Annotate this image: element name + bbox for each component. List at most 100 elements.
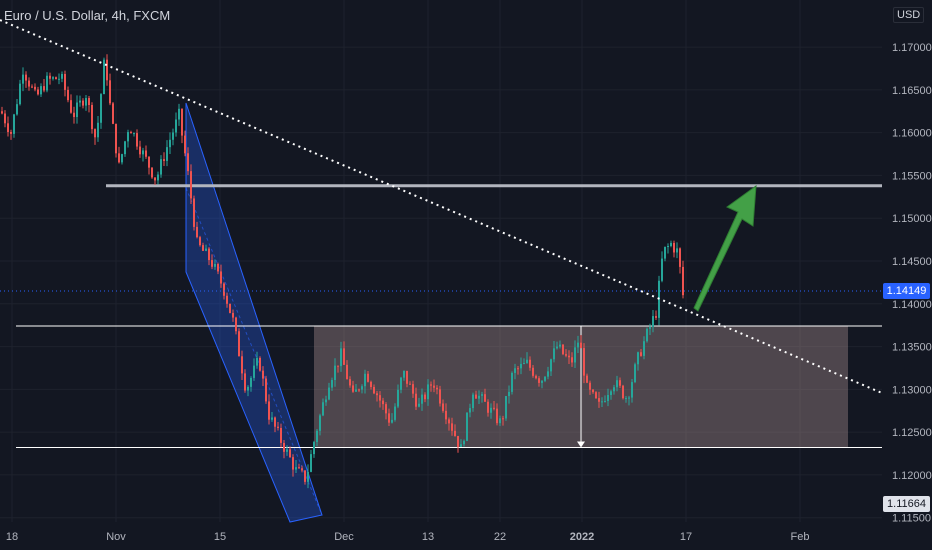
candle-body — [139, 146, 141, 155]
candle-body — [466, 412, 468, 441]
candle-body — [535, 375, 537, 379]
candle-body — [40, 86, 42, 95]
candle-body — [604, 401, 606, 403]
candle-body — [514, 368, 516, 373]
price-axis[interactable]: 1.17000 1.16500 1.16000 1.15500 1.15000 1.145… — [892, 42, 932, 525]
candle-body — [559, 344, 561, 347]
candle-body — [406, 370, 408, 384]
candle-body — [1, 111, 3, 114]
price-tick-label: 1.14000 — [892, 299, 932, 311]
candle-body — [520, 363, 522, 369]
candle-body — [373, 386, 375, 394]
candle-body — [484, 394, 486, 402]
descending-trendline — [0, 19, 883, 394]
candle-body — [334, 365, 336, 381]
candle-body — [91, 105, 93, 130]
candle-body — [511, 372, 513, 392]
candle-body — [550, 359, 552, 372]
candle-body — [442, 403, 444, 411]
candle-body — [277, 426, 279, 428]
candle-body — [37, 89, 39, 95]
candle-body — [478, 395, 480, 399]
candle-body — [493, 407, 495, 409]
candle-body — [556, 346, 558, 349]
candle-body — [10, 131, 12, 134]
price-tick-label: 1.14500 — [892, 256, 932, 268]
time-tick-label: 15 — [214, 531, 226, 543]
candle-body — [409, 383, 411, 385]
descending-channel — [185, 102, 323, 523]
candle-body — [202, 245, 204, 251]
candle-body — [46, 75, 48, 91]
candle-body — [64, 73, 66, 90]
candle-body — [28, 80, 30, 87]
candle-body — [289, 449, 291, 458]
candle-body — [400, 377, 402, 390]
candle-body — [631, 382, 633, 398]
candle-body — [112, 103, 114, 124]
candle-body — [388, 413, 390, 423]
price-tick-label: 1.11500 — [892, 513, 931, 525]
candle-body — [385, 404, 387, 414]
candle-body — [412, 384, 414, 394]
candle-body — [397, 389, 399, 407]
candle-body — [625, 398, 627, 400]
candle-body — [250, 377, 252, 387]
candle-body — [181, 108, 183, 136]
candle-body — [607, 394, 609, 402]
candle-body — [247, 386, 249, 391]
candle-body — [298, 467, 300, 469]
candle-body — [463, 440, 465, 445]
candle-body — [160, 159, 162, 175]
time-axis[interactable]: 18 Nov 15 Dec 13 22 2022 17 Feb — [6, 531, 810, 543]
candle-body — [85, 98, 87, 106]
candle-body — [421, 394, 423, 404]
candle-body — [76, 102, 78, 118]
candle-body — [634, 364, 636, 383]
candle-body — [175, 119, 177, 133]
candle-body — [310, 454, 312, 472]
candle-body — [127, 132, 129, 142]
candle-body — [34, 86, 36, 90]
candle-body — [238, 331, 240, 357]
candle-body — [673, 242, 675, 253]
candle-body — [49, 75, 51, 79]
candle-body — [592, 389, 594, 393]
candle-body — [355, 389, 357, 392]
candle-body — [361, 386, 363, 390]
candle-body — [226, 295, 228, 304]
time-tick-label: Feb — [791, 531, 810, 543]
candle-body — [13, 114, 15, 134]
candle-body — [94, 129, 96, 138]
candle-body — [472, 394, 474, 409]
candle-body — [346, 364, 348, 380]
candle-body — [640, 352, 642, 356]
time-tick-label: 17 — [680, 531, 692, 543]
candle-body — [268, 401, 270, 420]
candle-body — [595, 392, 597, 399]
candle-body — [340, 348, 342, 367]
candle-body — [265, 378, 267, 402]
candle-body — [451, 423, 453, 431]
candle-body — [67, 89, 69, 101]
candle-body — [157, 174, 159, 181]
candle-body — [562, 344, 564, 355]
time-tick-label: 13 — [422, 531, 434, 543]
candle-body — [145, 150, 147, 157]
candle-body — [211, 260, 213, 267]
measure-arrow-head — [577, 441, 585, 448]
currency-label[interactable]: USD — [893, 7, 925, 23]
candle-body — [109, 80, 111, 104]
price-tick-label: 1.15500 — [892, 170, 932, 182]
candle-body — [571, 357, 573, 363]
candle-body — [184, 135, 186, 154]
candle-body — [337, 365, 339, 367]
candle-body — [301, 468, 303, 471]
candle-body — [208, 248, 210, 261]
candlestick-series — [1, 54, 684, 489]
candle-body — [583, 348, 585, 376]
candle-body — [622, 385, 624, 399]
candle-body — [496, 408, 498, 424]
candle-body — [142, 150, 144, 155]
